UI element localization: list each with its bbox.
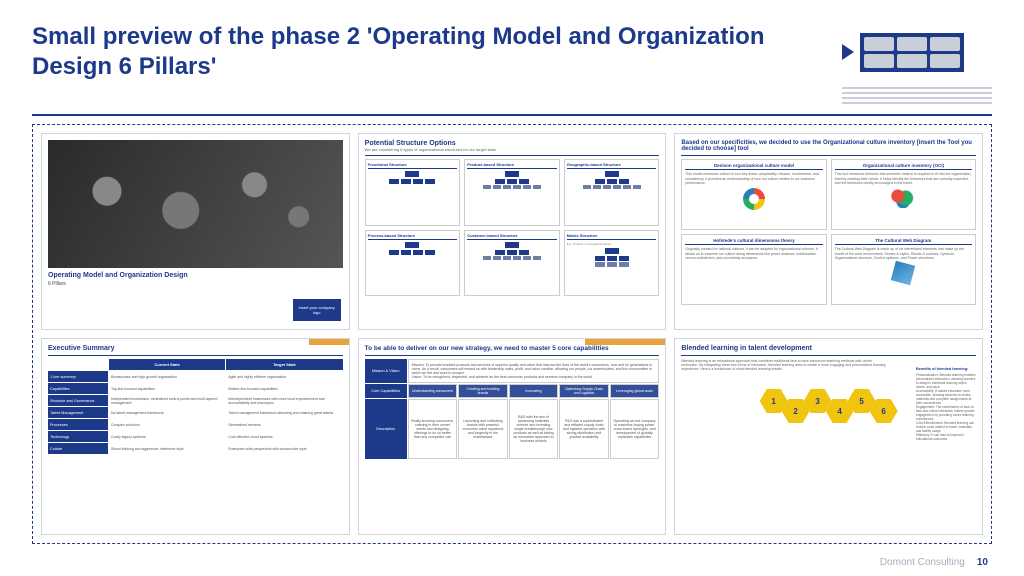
benefits-list: Benefits of blended learning: Personaliz… [916,367,976,441]
culture-grid: Denison organizational culture modelThis… [681,159,976,305]
exec-table: Current State Target State 1-line summar… [48,359,343,454]
thumb6-title: Blended learning in talent development [681,345,976,352]
corner-decoration [842,22,992,104]
footer: Domont Consulting 10 [880,557,988,568]
header: Small preview of the phase 2 'Operating … [32,22,992,104]
arrow-icon [842,44,854,60]
thumbnails-frame: Operating Model and Organization Design … [32,124,992,544]
amber-tab [309,339,349,345]
thumb-structures: Potential Structure Options We are consi… [358,133,667,330]
thumb-culture-tools: Based on our specificities, we decided t… [674,133,983,330]
thumb-blended: Blended learning in talent development B… [674,338,983,535]
thumb5-title: To be able to deliver on our new strateg… [365,345,660,352]
structures-grid: Functional Structure Product-based Struc… [365,159,660,296]
thumb-capabilities: To be able to deliver on our new strateg… [358,338,667,535]
gears-image [48,140,343,268]
thumb2-sub: We are considering 6 types of organizati… [365,147,660,152]
thumb4-title: Executive Summary [48,345,343,352]
caps-grid: Mission & Vision Mission: To provide bra… [365,359,660,459]
slide: Small preview of the phase 2 'Operating … [0,0,1024,576]
wheel-icon [743,188,765,210]
amber-tab [585,339,665,345]
thumbnails-grid: Operating Model and Organization Design … [41,133,983,535]
stripes-decoration [842,86,992,104]
thumb3-title: Based on our specificities, we decided t… [681,140,976,152]
cube-icon [891,261,915,285]
thumb2-title: Potential Structure Options [365,140,660,147]
page-title: Small preview of the phase 2 'Operating … [32,22,792,82]
thumb-exec-summary: Executive Summary Current State Target S… [41,338,350,535]
logo-placeholder: Insert your company logo [293,299,341,321]
thumb1-sub: 6 Pillars [48,281,343,287]
footer-brand: Domont Consulting [880,557,965,568]
grid-icon [860,33,964,72]
thumb-cover: Operating Model and Organization Design … [41,133,350,330]
thumb1-caption: Operating Model and Organization Design [48,272,343,279]
page-number: 10 [977,557,988,568]
title-divider [32,114,992,116]
blob-icon [890,188,916,208]
